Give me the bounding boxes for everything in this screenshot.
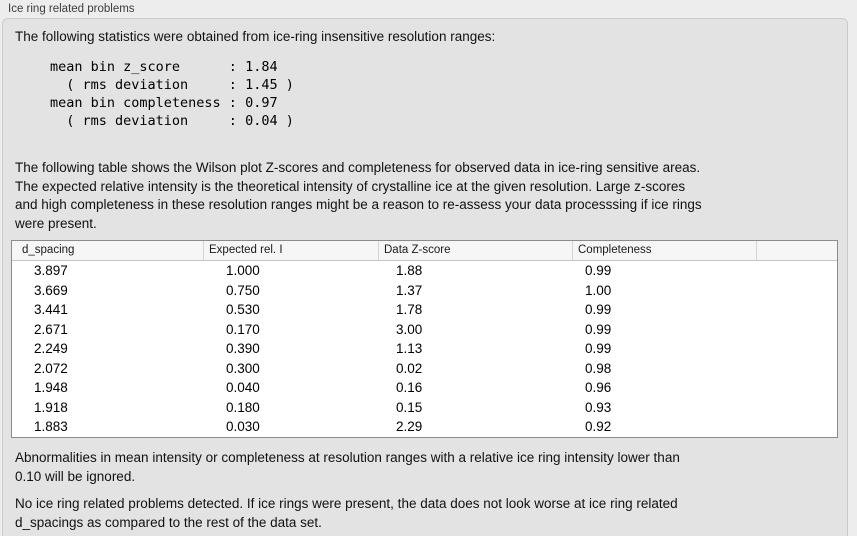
ignore-note-text: Abnormalities in mean intensity or compl…: [15, 450, 680, 484]
table-cell: 0.93: [585, 399, 612, 415]
table-cell: 0.170: [226, 321, 260, 337]
table-cell: 1.78: [396, 302, 423, 317]
table-cell: 3.897: [34, 263, 68, 278]
table-cell: 0.92: [585, 419, 612, 434]
table-cell: 0.99: [585, 263, 612, 278]
table-body: 3.897 1.000 1.88 0.99 3.669 0.750 1.37 1.00 3.44…: [12, 261, 837, 437]
table-cell: 0.030: [226, 419, 260, 434]
table-cell: 0.15: [396, 399, 423, 415]
panel-title: Ice ring related problems: [8, 3, 135, 15]
table-cell: 1.883: [34, 419, 68, 434]
ice-ring-groupbox: The following statistics were obtained f…: [2, 18, 848, 536]
table-cell: 2.072: [34, 360, 68, 376]
table-cell: 0.180: [226, 399, 260, 415]
table-cell: 0.96: [585, 380, 612, 395]
column-header-d-spacing[interactable]: d_spacing: [12, 241, 204, 260]
table-row[interactable]: 3.897 1.000 1.88 0.99: [12, 261, 837, 281]
table-description-text: The following table shows the Wilson plo…: [15, 160, 702, 231]
table-row[interactable]: 3.441 0.530 1.78 0.99: [12, 300, 837, 320]
table-cell: 1.918: [34, 399, 68, 415]
table-header-row: d_spacing Expected rel. I Data Z-score Comp…: [12, 241, 837, 261]
table-cell: 0.99: [585, 341, 612, 356]
table-cell: 0.040: [226, 380, 260, 395]
table-cell: 0.16: [396, 380, 423, 395]
table-row[interactable]: 3.669 0.750 1.37 1.00: [12, 280, 837, 300]
table-cell: 1.948: [34, 380, 68, 395]
table-cell: 1.000: [226, 263, 260, 278]
table-cell: 0.02: [396, 360, 423, 376]
column-header-empty[interactable]: [757, 241, 837, 260]
table-cell: 0.99: [585, 321, 612, 337]
table-row[interactable]: 2.671 0.170 3.00 0.99: [12, 319, 837, 339]
table-cell: 3.669: [34, 282, 68, 298]
column-header-data-z-score[interactable]: Data Z-score: [379, 241, 573, 260]
table-row[interactable]: 1.948 0.040 0.16 0.96: [12, 378, 837, 398]
table-cell: 3.00: [396, 321, 423, 337]
table-row[interactable]: 2.072 0.300 0.02 0.98: [12, 358, 837, 378]
stats-block: mean bin z_score : 1.84 ( rms deviation …: [50, 59, 294, 129]
ice-ring-table: d_spacing Expected rel. I Data Z-score Comp…: [11, 240, 838, 438]
table-row[interactable]: 2.249 0.390 1.13 0.99: [12, 339, 837, 359]
column-header-expected-rel-i[interactable]: Expected rel. I: [204, 241, 379, 260]
table-cell: 2.671: [34, 321, 68, 337]
table-cell: 0.390: [226, 341, 260, 356]
intro-text: The following statistics were obtained f…: [15, 29, 496, 44]
table-cell: 0.99: [585, 302, 612, 317]
table-cell: 1.88: [396, 263, 423, 278]
table-cell: 2.249: [34, 341, 68, 356]
table-cell: 0.750: [226, 282, 260, 298]
table-cell: 2.29: [396, 419, 423, 434]
table-cell: 1.37: [396, 282, 423, 298]
table-row[interactable]: 1.918 0.180 0.15 0.93: [12, 397, 837, 417]
column-header-completeness[interactable]: Completeness: [573, 241, 757, 260]
verdict-text: No ice ring related problems detected. I…: [15, 496, 678, 530]
table-cell: 0.300: [226, 360, 260, 376]
table-cell: 0.530: [226, 302, 260, 317]
table-cell: 1.00: [585, 282, 612, 298]
table-cell: 0.98: [585, 360, 612, 376]
table-cell: 3.441: [34, 302, 68, 317]
table-row[interactable]: 1.883 0.030 2.29 0.92: [12, 417, 837, 437]
table-cell: 1.13: [396, 341, 423, 356]
